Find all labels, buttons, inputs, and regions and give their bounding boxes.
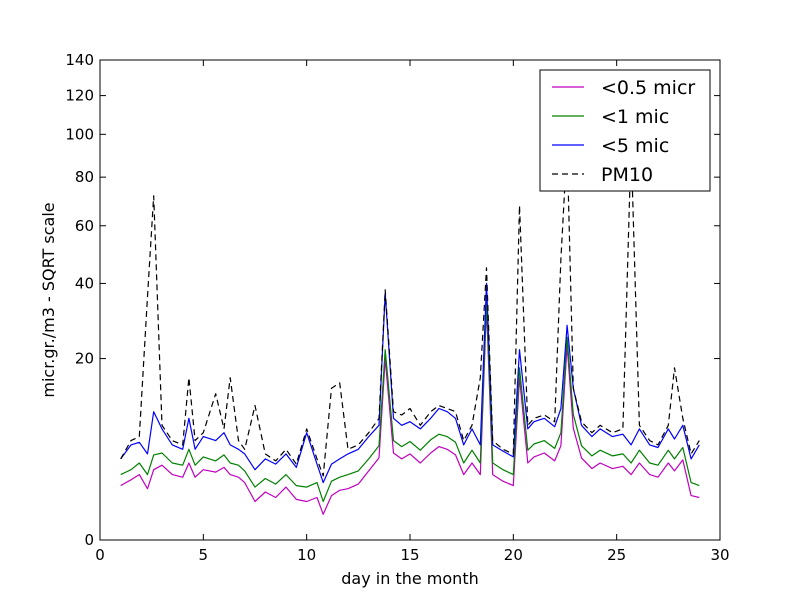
- legend-items: <0.5 micr <1 mic <5 mic PM10: [552, 77, 695, 186]
- legend-label-2: <5 mic: [601, 135, 669, 157]
- series-line-2: [120, 282, 700, 484]
- x-tick-label-6: 30: [710, 546, 729, 564]
- legend-box: [539, 69, 711, 192]
- series-line-3: [120, 144, 700, 477]
- legend: <0.5 micr <1 mic <5 mic PM10: [539, 69, 711, 192]
- y-tick-label-5: 100: [65, 125, 94, 143]
- legend-label-3: PM10: [601, 164, 653, 186]
- ticks-layer: 0 5 10 15 20 25 30 0 20 40 60 80 100 120 140: [65, 51, 729, 564]
- x-tick-label-3: 15: [400, 546, 419, 564]
- x-tick-label-4: 20: [504, 546, 523, 564]
- x-tick-label-1: 5: [199, 546, 209, 564]
- y-tick-label-4: 80: [75, 168, 94, 186]
- x-tick-label-0: 0: [95, 546, 105, 564]
- y-axis-label: micr.gr./m3 - SQRT scale: [39, 202, 58, 397]
- y-tick-label-0: 0: [84, 531, 94, 549]
- legend-label-1: <1 mic: [601, 106, 669, 128]
- y-tick-label-1: 20: [75, 350, 94, 368]
- series-layer: [120, 144, 700, 515]
- series-line-0: [120, 306, 700, 515]
- x-tick-label-5: 25: [607, 546, 626, 564]
- x-tick-label-2: 10: [297, 546, 316, 564]
- y-tick-label-3: 60: [75, 217, 94, 235]
- x-axis-label: day in the month: [341, 569, 478, 588]
- y-tick-label-6: 120: [65, 87, 94, 105]
- legend-label-0: <0.5 micr: [601, 77, 695, 99]
- series-line-1: [120, 299, 700, 503]
- y-tick-label-2: 40: [75, 274, 94, 292]
- y-tick-label-7: 140: [65, 51, 94, 69]
